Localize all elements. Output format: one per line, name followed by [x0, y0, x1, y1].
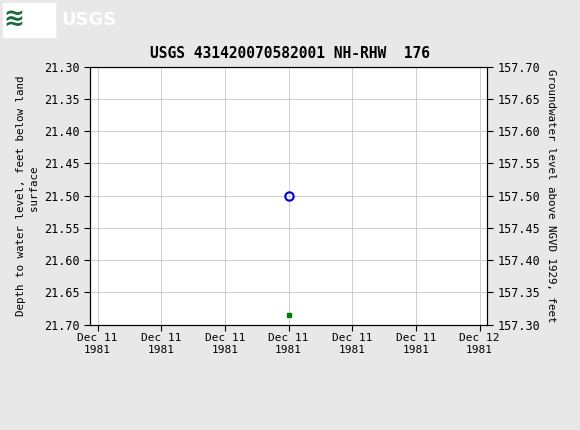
- Text: USGS: USGS: [61, 11, 116, 29]
- Y-axis label: Depth to water level, feet below land
  surface: Depth to water level, feet below land su…: [16, 75, 39, 316]
- Y-axis label: Groundwater level above NGVD 1929, feet: Groundwater level above NGVD 1929, feet: [546, 69, 556, 322]
- Text: USGS 431420070582001 NH-RHW  176: USGS 431420070582001 NH-RHW 176: [150, 46, 430, 61]
- FancyBboxPatch shape: [3, 3, 55, 37]
- Text: ≋: ≋: [3, 8, 24, 32]
